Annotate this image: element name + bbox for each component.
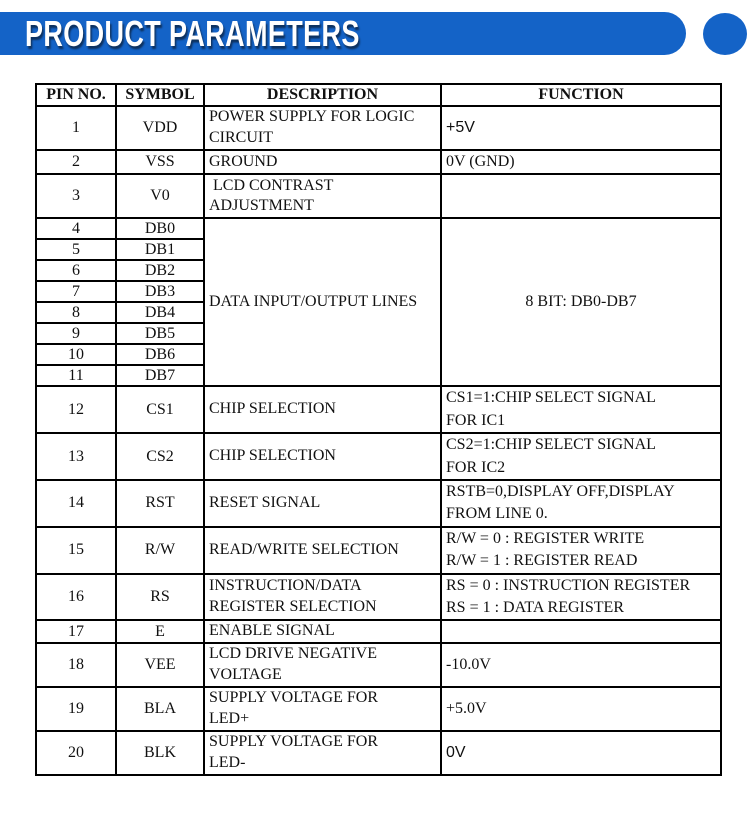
pin-cell: 19	[35, 686, 117, 733]
table-row: 10 DB6	[35, 343, 721, 367]
table-row: 6 DB2	[35, 259, 721, 283]
symbol-cell: RS	[115, 572, 205, 622]
pin-cell: 1	[35, 105, 117, 151]
symbol-cell: E	[115, 619, 205, 645]
table-row: 13 CS2 CHIP SELECTION CS2=1:CHIP SELECT …	[35, 432, 722, 481]
pin-cell: 20	[35, 730, 117, 777]
pin-cell: 6	[35, 259, 117, 283]
description-cell: RESET SIGNAL	[203, 478, 442, 528]
page-header-banner: PRODUCT PARAMETERS	[0, 12, 686, 55]
symbol-cell: DB2	[115, 259, 205, 283]
pin-cell: 4	[35, 217, 117, 241]
symbol-cell: V0	[115, 173, 205, 220]
table-row: 16 RS INSTRUCTION/DATA REGISTER SELECTIO…	[35, 572, 722, 622]
page-title: PRODUCT PARAMETERS	[25, 12, 360, 54]
function-cell: R/W = 0 : REGISTER WRITE R/W = 1 : REGIS…	[440, 525, 722, 575]
pin-cell: 14	[35, 478, 117, 528]
table-row: 14 RST RESET SIGNAL RSTB=0,DISPLAY OFF,D…	[35, 478, 722, 528]
description-cell: POWER SUPPLY FOR LOGIC CIRCUIT	[203, 105, 442, 151]
pin-cell: 18	[35, 642, 117, 689]
table-row: 4 DB0 DATA INPUT/OUTPUT LINES 8 BIT: DB0…	[35, 217, 722, 388]
product-parameters-table: PIN NO. SYMBOL DESCRIPTION FUNCTION 1 VD…	[35, 83, 722, 777]
table-row: 7 DB3	[35, 280, 721, 304]
pin-cell: 10	[35, 343, 117, 367]
pin-cell: 13	[35, 432, 117, 481]
pin-cell: 15	[35, 525, 117, 575]
pin-cell: 3	[35, 173, 117, 220]
symbol-cell: DB5	[115, 322, 205, 346]
symbol-cell: DB4	[115, 301, 205, 325]
pin-cell: 17	[35, 619, 117, 645]
symbol-cell: BLK	[115, 730, 205, 777]
pin-cell: 8	[35, 301, 117, 325]
description-cell: ENABLE SIGNAL	[203, 619, 442, 645]
table-row: 11 DB7	[35, 364, 721, 388]
symbol-cell: CS2	[115, 432, 205, 481]
table-header-row: PIN NO. SYMBOL DESCRIPTION FUNCTION	[35, 83, 722, 107]
pin-cell: 9	[35, 322, 117, 346]
function-cell: CS1=1:CHIP SELECT SIGNAL FOR IC1	[440, 385, 722, 435]
symbol-cell: DB1	[115, 238, 205, 262]
function-cell: RS = 0 : INSTRUCTION REGISTER RS = 1 : D…	[440, 572, 722, 622]
symbol-cell: DB3	[115, 280, 205, 304]
pin-cell: 2	[35, 148, 117, 176]
header-accent-dot	[703, 13, 747, 55]
symbol-cell: VSS	[115, 148, 205, 176]
function-cell: 0V (GND)	[440, 148, 722, 176]
function-cell: -10.0V	[440, 642, 722, 689]
column-header-description: DESCRIPTION	[203, 83, 442, 107]
description-cell: CHIP SELECTION	[203, 385, 442, 435]
symbol-cell: VEE	[115, 642, 205, 689]
symbol-cell: DB6	[115, 343, 205, 367]
description-cell-data-lines: DATA INPUT/OUTPUT LINES	[203, 217, 442, 388]
pin-cell: 11	[35, 364, 117, 388]
description-cell: INSTRUCTION/DATA REGISTER SELECTION	[203, 572, 442, 622]
symbol-cell: VDD	[115, 105, 205, 151]
symbol-cell: R/W	[115, 525, 205, 575]
table-row: 9 DB5	[35, 322, 721, 346]
table-row: 12 CS1 CHIP SELECTION CS1=1:CHIP SELECT …	[35, 385, 722, 435]
pin-cell: 12	[35, 385, 117, 435]
description-cell: SUPPLY VOLTAGE FOR LED+	[203, 686, 442, 733]
description-cell: READ/WRITE SELECTION	[203, 525, 442, 575]
description-cell: SUPPLY VOLTAGE FOR LED-	[203, 730, 442, 777]
symbol-cell: DB0	[115, 217, 205, 241]
symbol-cell: BLA	[115, 686, 205, 733]
table-row: 15 R/W READ/WRITE SELECTION R/W = 0 : RE…	[35, 525, 722, 575]
symbol-cell: DB7	[115, 364, 205, 388]
function-cell-data-lines: 8 BIT: DB0-DB7	[440, 217, 722, 388]
column-header-symbol: SYMBOL	[115, 83, 205, 107]
function-cell: CS2=1:CHIP SELECT SIGNAL FOR IC2	[440, 432, 722, 481]
table-row: 18 VEE LCD DRIVE NEGATIVE VOLTAGE -10.0V	[35, 642, 722, 689]
table-row: 20 BLK SUPPLY VOLTAGE FOR LED- 0V	[35, 730, 722, 777]
function-cell: 0V	[440, 730, 722, 777]
table-row: 3 V0 LCD CONTRAST ADJUSTMENT	[35, 173, 722, 220]
function-cell: +5V	[440, 105, 722, 151]
table-row: 1 VDD POWER SUPPLY FOR LOGIC CIRCUIT +5V	[35, 105, 722, 151]
table-row: 17 E ENABLE SIGNAL	[35, 619, 722, 645]
description-cell: CHIP SELECTION	[203, 432, 442, 481]
function-cell: +5.0V	[440, 686, 722, 733]
table-row: 8 DB4	[35, 301, 721, 325]
symbol-cell: RST	[115, 478, 205, 528]
column-header-pin-no: PIN NO.	[35, 83, 117, 107]
table-row: 5 DB1	[35, 238, 721, 262]
pin-cell: 16	[35, 572, 117, 622]
table-row: 2 VSS GROUND 0V (GND)	[35, 148, 722, 176]
description-cell: LCD CONTRAST ADJUSTMENT	[203, 173, 442, 220]
function-cell	[440, 619, 722, 645]
function-cell	[440, 173, 722, 220]
description-cell: LCD DRIVE NEGATIVE VOLTAGE	[203, 642, 442, 689]
description-cell: GROUND	[203, 148, 442, 176]
function-cell: RSTB=0,DISPLAY OFF,DISPLAY FROM LINE 0.	[440, 478, 722, 528]
symbol-cell: CS1	[115, 385, 205, 435]
pin-cell: 5	[35, 238, 117, 262]
table-row: 19 BLA SUPPLY VOLTAGE FOR LED+ +5.0V	[35, 686, 722, 733]
column-header-function: FUNCTION	[440, 83, 722, 107]
pin-cell: 7	[35, 280, 117, 304]
